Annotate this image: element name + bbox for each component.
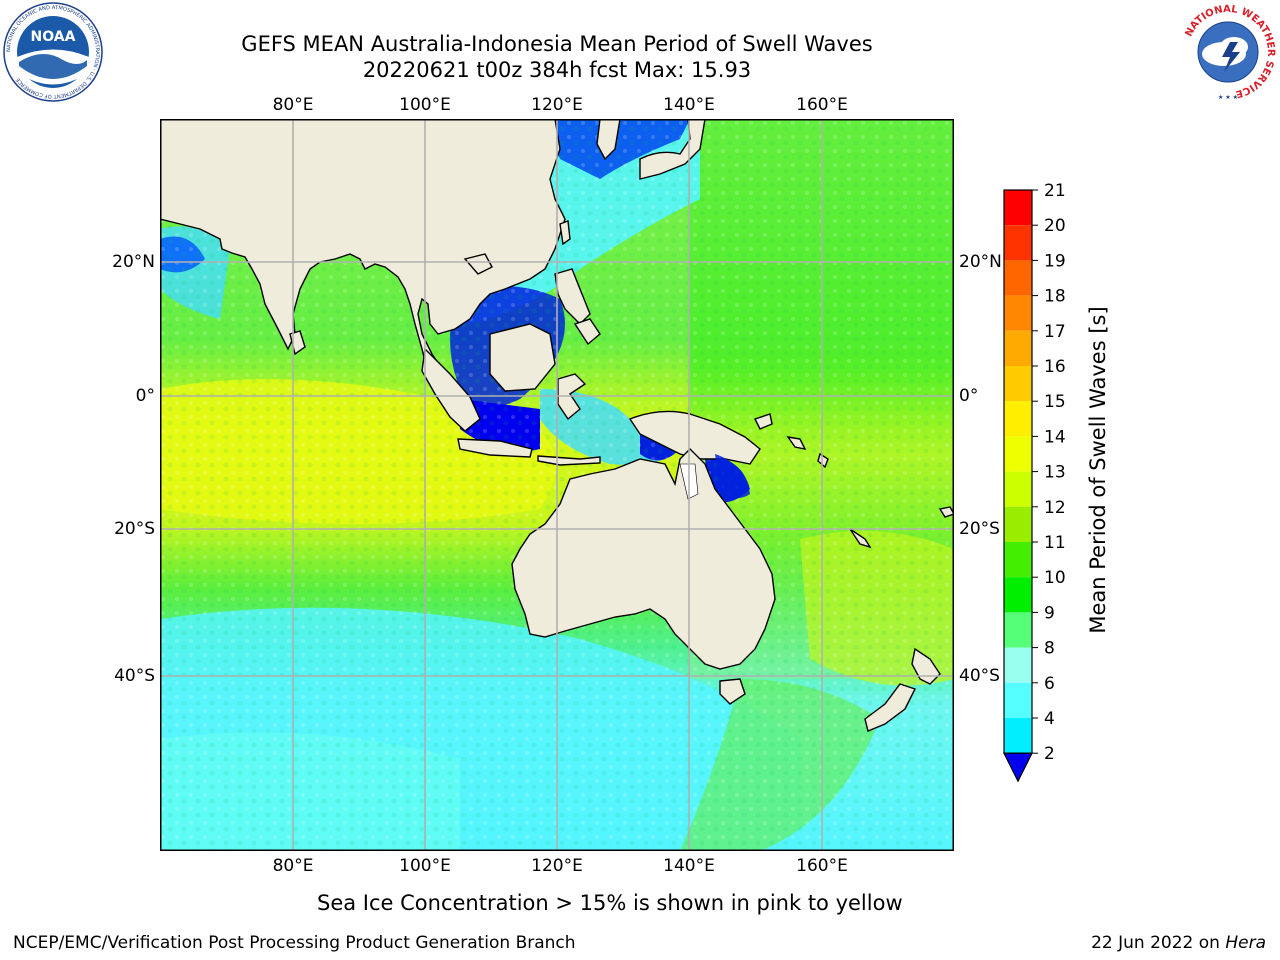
colorbar-tick-label: 16 bbox=[1044, 357, 1066, 377]
lat-tick-right-20s: 20°S bbox=[959, 519, 1000, 539]
colorbar-tick-label: 18 bbox=[1044, 287, 1066, 307]
colorbar-tick-label: 11 bbox=[1044, 533, 1066, 553]
colorbar-swatch bbox=[1004, 612, 1032, 648]
colorbar: 21 20 19 18 17 16 15 14 13 12 11 10 9 8 6 4 2 bbox=[1003, 181, 1066, 783]
colorbar-swatch bbox=[1004, 542, 1032, 578]
colorbar-swatch bbox=[1004, 330, 1032, 366]
lon-tick-top-160e: 160°E bbox=[796, 95, 848, 115]
colorbar-swatch bbox=[1004, 295, 1032, 331]
colorbar-label: Mean Period of Swell Waves [s] bbox=[1086, 306, 1110, 634]
colorbar-tick-label: 2 bbox=[1044, 744, 1055, 764]
colorbar-swatch bbox=[1004, 436, 1032, 472]
colorbar-swatch bbox=[1004, 682, 1032, 718]
lat-tick-right-0: 0° bbox=[959, 386, 979, 406]
lon-tick-bottom-140e: 140°E bbox=[663, 856, 715, 876]
colorbar-tick-label: 19 bbox=[1044, 251, 1066, 271]
colorbar-extension bbox=[1003, 752, 1033, 783]
colorbar-tick-label: 9 bbox=[1044, 603, 1055, 623]
colorbar-tick-label: 17 bbox=[1044, 322, 1066, 342]
colorbar-swatch bbox=[1004, 506, 1032, 542]
lat-tick-left-40s: 40°S bbox=[114, 666, 155, 686]
noaa-wordmark: NOAA bbox=[31, 29, 76, 45]
sea-ice-note: Sea Ice Concentration > 15% is shown in … bbox=[317, 891, 903, 915]
colorbar-swatch bbox=[1004, 718, 1032, 754]
svg-text:★ ★ ★: ★ ★ ★ bbox=[1218, 94, 1238, 101]
footer-host: Hera bbox=[1225, 933, 1266, 953]
footer-date: 22 Jun 2022 on Hera bbox=[1091, 933, 1266, 953]
colorbar-swatch bbox=[1004, 225, 1032, 261]
colorbar-tick-label: 4 bbox=[1044, 709, 1055, 729]
lat-tick-left-20n: 20°N bbox=[112, 252, 155, 272]
colorbar-tick-label: 15 bbox=[1044, 392, 1066, 412]
colorbar-tick-label: 10 bbox=[1044, 568, 1066, 588]
footer-date-text: 22 Jun 2022 on bbox=[1091, 933, 1226, 953]
lat-tick-left-0: 0° bbox=[135, 386, 155, 406]
colorbar-tick-label: 13 bbox=[1044, 463, 1066, 483]
colorbar-swatch bbox=[1004, 577, 1032, 613]
lat-tick-left-20s: 20°S bbox=[114, 519, 155, 539]
colorbar-swatch bbox=[1004, 366, 1032, 402]
lon-tick-top-140e: 140°E bbox=[663, 95, 715, 115]
lon-tick-top-120e: 120°E bbox=[531, 95, 583, 115]
colorbar-tick-label: 6 bbox=[1044, 674, 1055, 694]
colorbar-tick-label: 14 bbox=[1044, 427, 1066, 447]
lon-tick-bottom-120e: 120°E bbox=[531, 856, 583, 876]
noaa-logo: NATIONAL OCEANIC AND ATMOSPHERIC ADMINIS… bbox=[3, 2, 103, 102]
lat-tick-right-40s: 40°S bbox=[959, 666, 1000, 686]
colorbar-swatch bbox=[1004, 260, 1032, 296]
nws-logo: NATIONAL WEATHER SERVICE ★ ★ ★ bbox=[1180, 4, 1276, 101]
lat-tick-right-20n: 20°N bbox=[959, 252, 1002, 272]
colorbar-swatch bbox=[1004, 471, 1032, 507]
lon-tick-bottom-100e: 100°E bbox=[399, 856, 451, 876]
lon-tick-bottom-160e: 160°E bbox=[796, 856, 848, 876]
colorbar-swatch bbox=[1004, 647, 1032, 683]
colorbar-tick-label: 21 bbox=[1044, 181, 1066, 201]
colorbar-swatch bbox=[1004, 401, 1032, 437]
colorbar-tick-label: 12 bbox=[1044, 498, 1066, 518]
colorbar-swatch bbox=[1004, 190, 1032, 226]
chart-subtitle: 20220621 t00z 384h fcst Max: 15.93 bbox=[362, 58, 752, 82]
land-masses bbox=[160, 119, 954, 732]
lon-tick-top-100e: 100°E bbox=[399, 95, 451, 115]
swell-period-map bbox=[160, 119, 954, 851]
lon-tick-bottom-80e: 80°E bbox=[272, 856, 314, 876]
chart-title: GEFS MEAN Australia-Indonesia Mean Perio… bbox=[241, 32, 873, 56]
lon-tick-top-80e: 80°E bbox=[272, 95, 314, 115]
colorbar-tick-label: 8 bbox=[1044, 639, 1055, 659]
colorbar-tick-label: 20 bbox=[1044, 216, 1066, 236]
footer-credit: NCEP/EMC/Verification Post Processing Pr… bbox=[13, 933, 576, 953]
graticule bbox=[160, 119, 954, 851]
